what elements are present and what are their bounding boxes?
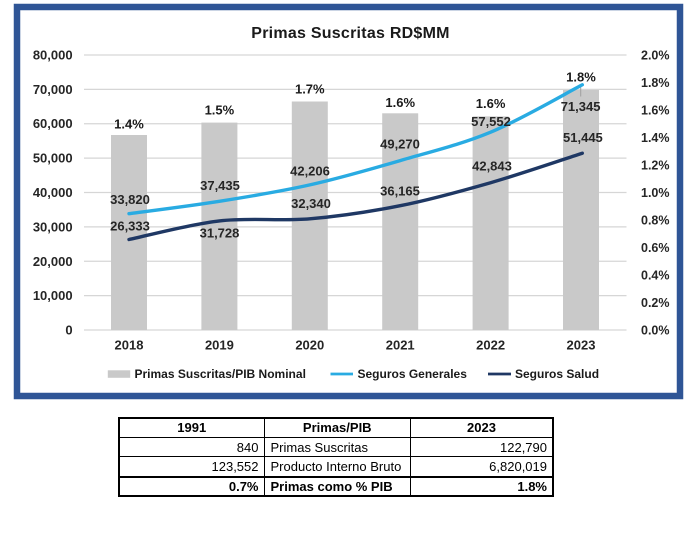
svg-text:Seguros Salud: Seguros Salud <box>515 367 599 381</box>
svg-text:1.8%: 1.8% <box>566 69 596 84</box>
svg-text:1.0%: 1.0% <box>641 186 670 200</box>
svg-text:0.8%: 0.8% <box>641 214 670 228</box>
svg-text:32,340: 32,340 <box>291 196 331 211</box>
svg-text:42,843: 42,843 <box>472 159 512 174</box>
svg-text:Primas Suscritas/PIB Nominal: Primas Suscritas/PIB Nominal <box>135 367 306 381</box>
svg-text:1.6%: 1.6% <box>476 96 506 111</box>
svg-text:31,728: 31,728 <box>200 226 240 241</box>
svg-text:37,435: 37,435 <box>200 178 240 193</box>
svg-text:2021: 2021 <box>386 338 415 353</box>
svg-text:1.7%: 1.7% <box>295 82 325 97</box>
svg-text:2020: 2020 <box>295 338 324 353</box>
svg-text:40,000: 40,000 <box>33 185 73 200</box>
svg-text:2019: 2019 <box>205 338 234 353</box>
svg-text:1.4%: 1.4% <box>641 131 670 145</box>
svg-text:Seguros Generales: Seguros Generales <box>358 367 468 381</box>
svg-text:36,165: 36,165 <box>380 184 420 199</box>
svg-text:71,345: 71,345 <box>561 99 601 114</box>
svg-text:51,445: 51,445 <box>563 130 603 145</box>
svg-text:2022: 2022 <box>476 338 505 353</box>
svg-text:2.0%: 2.0% <box>641 49 670 63</box>
svg-text:1.4%: 1.4% <box>114 116 144 131</box>
svg-text:0: 0 <box>65 323 72 338</box>
svg-text:26,333: 26,333 <box>110 219 150 234</box>
svg-text:70,000: 70,000 <box>33 82 73 97</box>
svg-text:2018: 2018 <box>115 338 144 353</box>
svg-text:1.2%: 1.2% <box>641 159 670 173</box>
svg-text:Primas Suscritas RD$MM: Primas Suscritas RD$MM <box>251 25 449 42</box>
svg-text:2023: 2023 <box>567 338 596 353</box>
svg-text:57,552: 57,552 <box>471 114 511 129</box>
svg-text:0.0%: 0.0% <box>641 324 670 338</box>
svg-text:60,000: 60,000 <box>33 116 73 131</box>
svg-text:1.6%: 1.6% <box>385 95 415 110</box>
svg-text:1.6%: 1.6% <box>641 104 670 118</box>
svg-text:1.8%: 1.8% <box>641 76 670 90</box>
svg-text:1.5%: 1.5% <box>205 103 235 118</box>
svg-text:10,000: 10,000 <box>33 288 73 303</box>
svg-text:30,000: 30,000 <box>33 219 73 234</box>
svg-text:80,000: 80,000 <box>33 48 73 63</box>
svg-text:0.6%: 0.6% <box>641 241 670 255</box>
svg-text:0.2%: 0.2% <box>641 296 670 310</box>
svg-text:42,206: 42,206 <box>290 164 330 179</box>
svg-text:20,000: 20,000 <box>33 254 73 269</box>
svg-text:0.4%: 0.4% <box>641 269 670 283</box>
svg-text:33,820: 33,820 <box>110 192 150 207</box>
svg-text:49,270: 49,270 <box>380 137 420 152</box>
svg-text:50,000: 50,000 <box>33 151 73 166</box>
